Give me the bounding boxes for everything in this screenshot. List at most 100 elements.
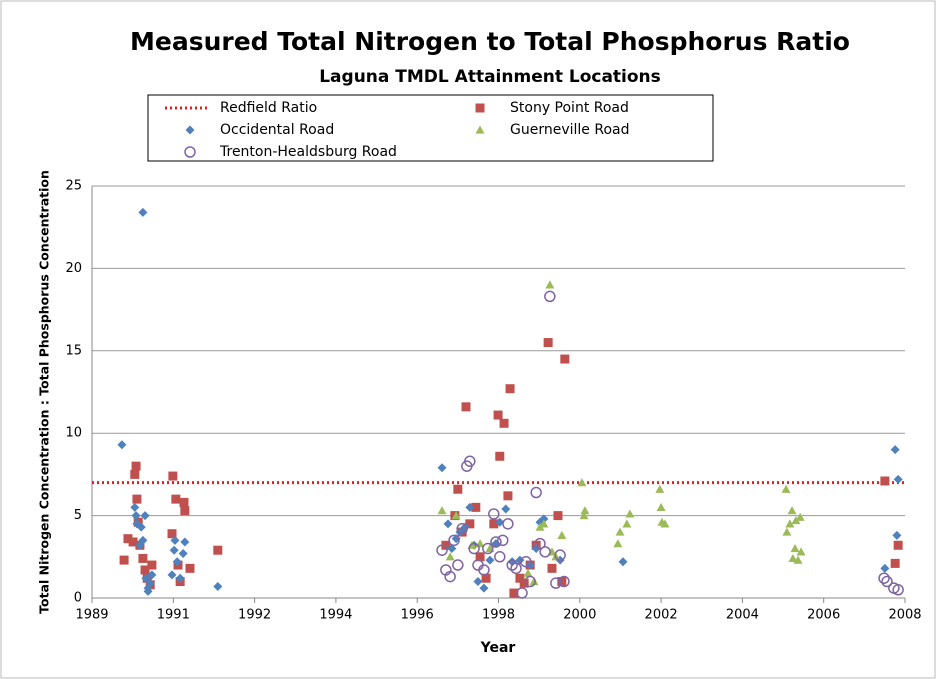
- point: [471, 502, 481, 512]
- point: [475, 552, 485, 562]
- point: [453, 484, 463, 494]
- point: [506, 559, 518, 571]
- point: [892, 530, 902, 540]
- point: [880, 563, 890, 573]
- point: [524, 575, 536, 588]
- point: [557, 530, 567, 539]
- point: [167, 570, 177, 580]
- point: [499, 418, 509, 428]
- point: [451, 511, 461, 520]
- legend-swatch: [475, 125, 485, 134]
- point: [170, 535, 180, 545]
- point: [550, 577, 562, 589]
- point: [890, 445, 900, 455]
- point: [461, 402, 471, 412]
- x-tick-label: 1996: [401, 608, 434, 623]
- x-tick-label: 1989: [75, 608, 108, 623]
- point: [481, 573, 491, 583]
- point: [185, 563, 195, 573]
- point: [785, 519, 795, 528]
- point: [515, 573, 525, 583]
- legend-swatch: [185, 125, 195, 135]
- point: [180, 537, 190, 547]
- point: [510, 562, 522, 575]
- point: [788, 553, 798, 563]
- point: [128, 537, 138, 547]
- point: [179, 497, 189, 507]
- point: [530, 486, 542, 499]
- chart-title: Measured Total Nitrogen to Total Phospho…: [130, 27, 850, 56]
- point: [493, 410, 503, 420]
- point: [502, 518, 514, 530]
- point: [534, 537, 546, 550]
- point: [468, 542, 480, 555]
- point: [213, 545, 223, 555]
- point: [796, 547, 806, 556]
- point: [501, 504, 511, 514]
- legend-swatch: [475, 103, 485, 113]
- x-tick-label: 2006: [807, 608, 840, 623]
- point: [529, 577, 539, 586]
- point: [443, 519, 453, 529]
- point: [138, 207, 148, 217]
- point: [554, 549, 566, 561]
- point: [168, 471, 178, 481]
- point: [482, 542, 494, 555]
- point: [436, 544, 448, 556]
- point: [117, 440, 127, 450]
- point: [790, 544, 800, 553]
- point: [123, 534, 133, 544]
- point: [531, 544, 541, 554]
- point: [505, 384, 515, 394]
- point: [169, 545, 179, 555]
- point: [793, 555, 803, 564]
- point: [167, 529, 177, 539]
- point: [140, 511, 150, 521]
- point: [881, 575, 893, 588]
- x-axis-label: Year: [480, 640, 516, 656]
- point: [138, 535, 148, 545]
- point: [503, 491, 513, 501]
- point: [656, 502, 666, 511]
- point: [143, 586, 153, 596]
- point: [787, 506, 797, 515]
- point: [557, 577, 567, 587]
- point: [893, 540, 903, 550]
- point: [497, 534, 509, 547]
- point: [447, 544, 457, 554]
- point: [544, 290, 556, 303]
- point: [892, 584, 904, 596]
- point: [437, 506, 447, 515]
- point: [495, 451, 505, 461]
- point: [441, 540, 451, 550]
- point: [180, 506, 190, 516]
- point: [119, 555, 129, 565]
- point: [175, 573, 185, 583]
- point: [782, 527, 792, 536]
- point: [147, 560, 157, 570]
- point: [890, 558, 900, 568]
- point: [579, 511, 589, 520]
- y-tick-label: 15: [65, 343, 82, 358]
- chart-subtitle: Laguna TMDL Attainment Locations: [319, 67, 661, 87]
- point: [136, 522, 146, 532]
- x-tick-label: 1994: [319, 608, 352, 623]
- point: [615, 527, 625, 536]
- legend-swatch: [184, 146, 196, 158]
- point: [545, 280, 555, 289]
- y-tick-label: 5: [74, 508, 82, 523]
- point: [622, 519, 632, 528]
- point: [147, 570, 157, 580]
- point: [655, 484, 665, 493]
- point: [131, 511, 141, 521]
- point: [473, 577, 483, 587]
- y-tick-label: 10: [65, 426, 82, 441]
- point: [140, 565, 150, 575]
- point: [456, 523, 468, 535]
- point: [893, 474, 903, 484]
- x-tick-label: 1998: [482, 608, 515, 623]
- legend-label: Occidental Road: [220, 122, 334, 138]
- point: [490, 536, 502, 548]
- point: [172, 557, 182, 567]
